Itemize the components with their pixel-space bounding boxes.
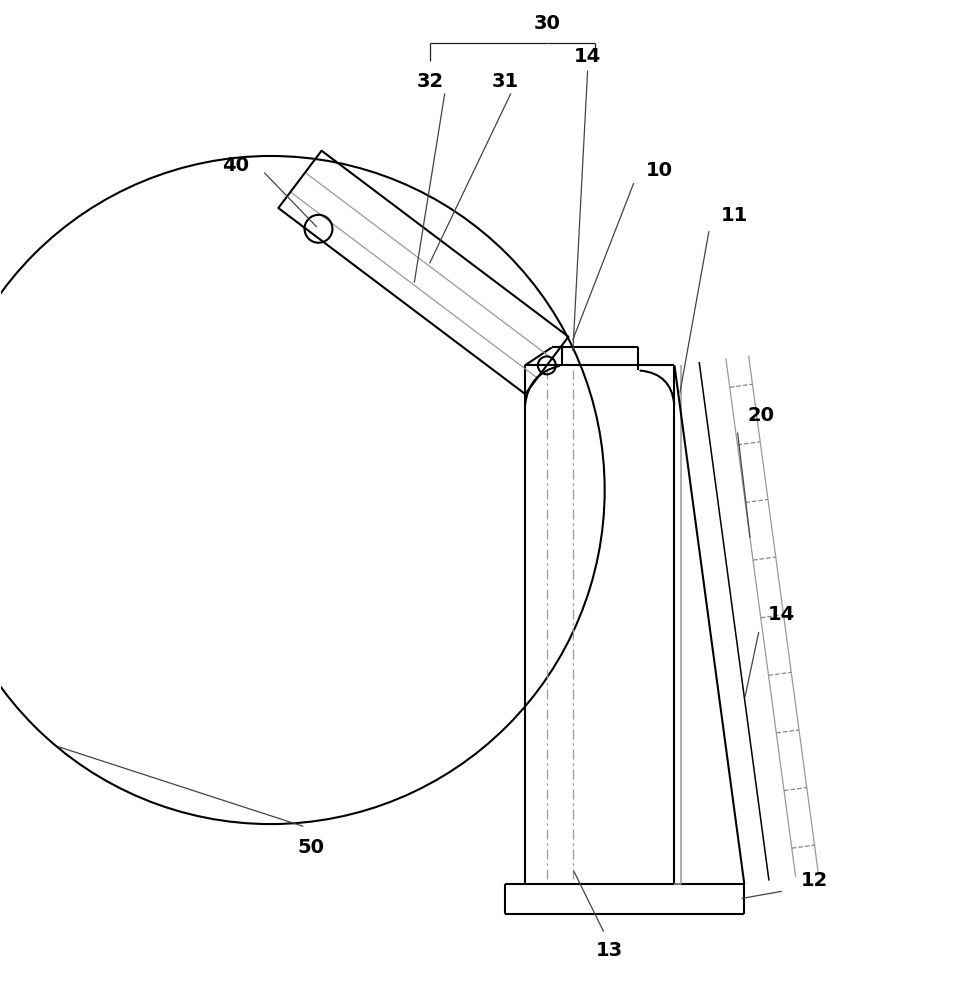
Text: 11: 11 bbox=[720, 206, 747, 225]
Text: 50: 50 bbox=[296, 838, 324, 857]
Text: 12: 12 bbox=[800, 871, 826, 890]
Text: 10: 10 bbox=[645, 161, 672, 180]
Text: 32: 32 bbox=[417, 72, 443, 91]
Text: 40: 40 bbox=[222, 156, 249, 175]
Text: 20: 20 bbox=[747, 406, 774, 425]
Text: 13: 13 bbox=[596, 941, 623, 960]
Text: 30: 30 bbox=[533, 14, 559, 33]
Text: 14: 14 bbox=[573, 47, 600, 66]
Text: 14: 14 bbox=[767, 605, 794, 624]
Text: 31: 31 bbox=[491, 72, 518, 91]
